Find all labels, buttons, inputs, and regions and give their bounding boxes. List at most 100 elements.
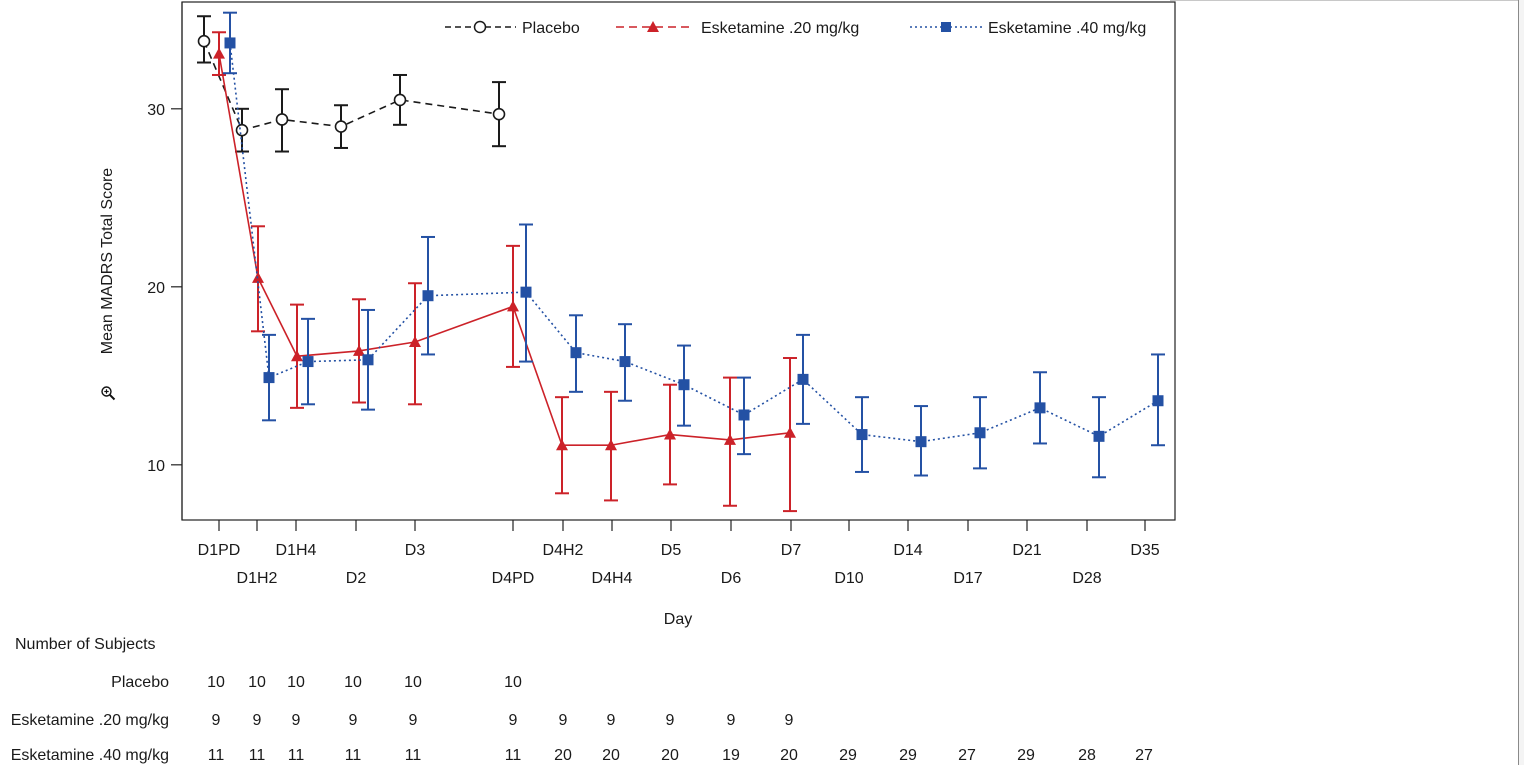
subject-count: 9 (292, 712, 301, 729)
x-axis-title: Day (664, 611, 692, 628)
subject-count: 20 (554, 747, 572, 764)
data-point (275, 113, 289, 126)
subject-count: 9 (785, 712, 794, 729)
subject-count: 10 (248, 674, 266, 691)
data-point (856, 429, 868, 441)
data-point (409, 335, 421, 347)
subject-count: 28 (1078, 747, 1096, 764)
subject-count: 9 (212, 712, 221, 729)
subject-count: 10 (344, 674, 362, 691)
subject-count: 11 (288, 747, 305, 764)
series-0 (197, 15, 506, 153)
x-tick-label: D2 (346, 570, 367, 587)
series-2 (223, 11, 1165, 479)
data-point (213, 47, 225, 59)
legend-item-esk20: Esketamine .20 mg/kg (616, 20, 859, 37)
subjects-table: Number of Subjects Placebo Esketamine .2… (11, 636, 1153, 764)
legend-label-placebo: Placebo (522, 20, 580, 37)
x-ticks: D1PD D1H2 D1H4 D2 D3 D4PD D4H2 D4H4 D5 D6 D7 D10 D14… (198, 520, 1160, 587)
data-point (724, 433, 736, 445)
subject-count: 11 (345, 747, 362, 764)
data-point (678, 379, 690, 391)
subject-count: 9 (409, 712, 418, 729)
x-tick-label: D7 (781, 542, 802, 559)
series-1 (212, 31, 797, 513)
subject-count: 10 (404, 674, 422, 691)
data-point (353, 344, 365, 356)
window-top-edge (1170, 0, 1518, 1)
x-tick-label: D6 (721, 570, 742, 587)
x-tick-label: D4H2 (543, 542, 584, 559)
subject-count: 9 (509, 712, 518, 729)
subject-count: 27 (1135, 747, 1153, 764)
x-tick-label: D4PD (492, 570, 535, 587)
subject-count: 11 (208, 747, 225, 764)
y-axis-title: Mean MADRS Total Score (99, 168, 116, 355)
legend-marker-square (941, 22, 951, 32)
data-point (422, 290, 434, 302)
legend-label-esk20: Esketamine .20 mg/kg (701, 20, 859, 37)
subject-count: 11 (405, 747, 422, 764)
data-point (520, 286, 532, 298)
x-tick-label: D14 (893, 542, 922, 559)
subject-count: 9 (253, 712, 262, 729)
legend: Placebo Esketamine .20 mg/kg Esketamine … (445, 20, 1146, 37)
x-axis: D1PD D1H2 D1H4 D2 D3 D4PD D4H2 D4H4 D5 D6 D7 D10 D14… (198, 520, 1160, 628)
y-tick-label: 10 (147, 458, 165, 475)
data-point (197, 34, 211, 48)
subject-count: 29 (839, 747, 857, 764)
x-tick-label: D1PD (198, 542, 241, 559)
window-right-edge (1518, 0, 1524, 765)
data-point (784, 426, 796, 438)
data-point (393, 93, 407, 107)
data-point (507, 300, 519, 312)
data-point (570, 347, 582, 359)
data-point (974, 427, 986, 439)
data-point (302, 356, 314, 368)
subjects-row-label-esk40: Esketamine .40 mg/kg (11, 747, 169, 764)
y-tick-label: 30 (147, 102, 165, 119)
subject-count: 19 (722, 747, 740, 764)
x-tick-label: D1H2 (237, 570, 278, 587)
data-point (291, 350, 303, 362)
series-line (203, 40, 500, 132)
subject-count: 9 (349, 712, 358, 729)
data-point (224, 37, 236, 49)
subject-count: 27 (958, 747, 976, 764)
legend-marker-circle (473, 20, 487, 34)
data-point (362, 354, 374, 366)
data-point (492, 107, 506, 121)
data-point (1152, 395, 1164, 407)
subject-count: 10 (207, 674, 225, 691)
x-tick-label: D35 (1130, 542, 1159, 559)
subjects-row-label-esk20: Esketamine .20 mg/kg (11, 712, 169, 729)
subject-count: 20 (602, 747, 620, 764)
y-tick-label: 20 (147, 280, 165, 297)
x-tick-label: D3 (405, 542, 426, 559)
subject-count: 11 (249, 747, 266, 764)
data-point (619, 356, 631, 368)
legend-item-placebo: Placebo (445, 20, 580, 37)
x-tick-label: D1H4 (276, 542, 317, 559)
data-point (1034, 402, 1046, 414)
x-tick-label: D5 (661, 542, 682, 559)
subject-count: 10 (287, 674, 305, 691)
subject-count: 10 (504, 674, 522, 691)
magnifier-plus-icon[interactable] (100, 385, 116, 401)
subject-count: 20 (661, 747, 679, 764)
subject-count: 29 (1017, 747, 1035, 764)
subject-count: 9 (559, 712, 568, 729)
legend-label-esk40: Esketamine .40 mg/kg (988, 20, 1146, 37)
data-point (556, 439, 568, 451)
x-tick-label: D21 (1012, 542, 1041, 559)
subjects-row-label-placebo: Placebo (111, 674, 169, 691)
x-tick-label: D17 (953, 570, 982, 587)
legend-marker-triangle (647, 21, 659, 32)
series-line (229, 42, 1159, 443)
subject-count: 9 (607, 712, 616, 729)
x-tick-label: D10 (834, 570, 863, 587)
plot-frame (181, 1, 1176, 521)
data-point (664, 428, 676, 440)
subject-count: 20 (780, 747, 798, 764)
